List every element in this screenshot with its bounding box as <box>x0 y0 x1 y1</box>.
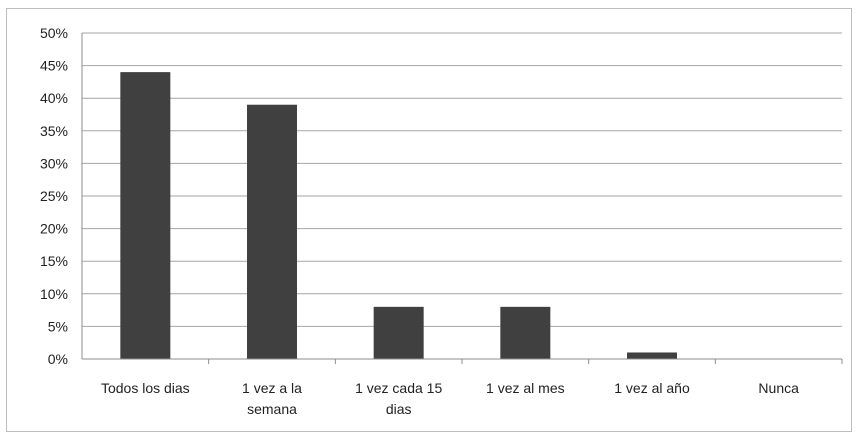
x-tick-label: 1 vez a la semana <box>242 380 302 417</box>
x-tick-label: 1 vez cada 15 dias <box>355 380 442 417</box>
x-tick-label: Todos los dias <box>101 380 190 396</box>
bar <box>500 306 551 359</box>
y-axis-ticks: 0% 5% 10% 15% 20% 25% 30% 35% 40% 45% 50% <box>40 25 68 367</box>
bar <box>120 72 171 360</box>
y-tick-label: 40% <box>40 90 68 106</box>
y-tick-label: 5% <box>48 318 68 334</box>
x-tick-label: 1 vez al mes <box>486 380 565 396</box>
y-tick-label: 10% <box>40 286 68 302</box>
y-tick-label: 45% <box>40 58 68 74</box>
y-tick-label: 30% <box>40 155 68 171</box>
y-tick-label: 25% <box>40 188 68 204</box>
x-tick-label: Nunca <box>758 380 799 396</box>
x-axis-labels: Todos los dias 1 vez a la semana 1 vez cada… <box>101 380 799 417</box>
y-tick-label: 20% <box>40 221 68 237</box>
x-tick-label: 1 vez al año <box>614 380 690 396</box>
bar <box>373 306 424 359</box>
gridlines <box>82 32 842 327</box>
bars <box>120 72 677 360</box>
y-tick-label: 50% <box>40 25 68 41</box>
bar <box>627 352 677 359</box>
y-tick-label: 15% <box>40 253 68 269</box>
bar <box>247 104 297 359</box>
y-tick-label: 0% <box>48 351 68 367</box>
axes <box>81 33 843 364</box>
y-tick-label: 35% <box>40 123 68 139</box>
